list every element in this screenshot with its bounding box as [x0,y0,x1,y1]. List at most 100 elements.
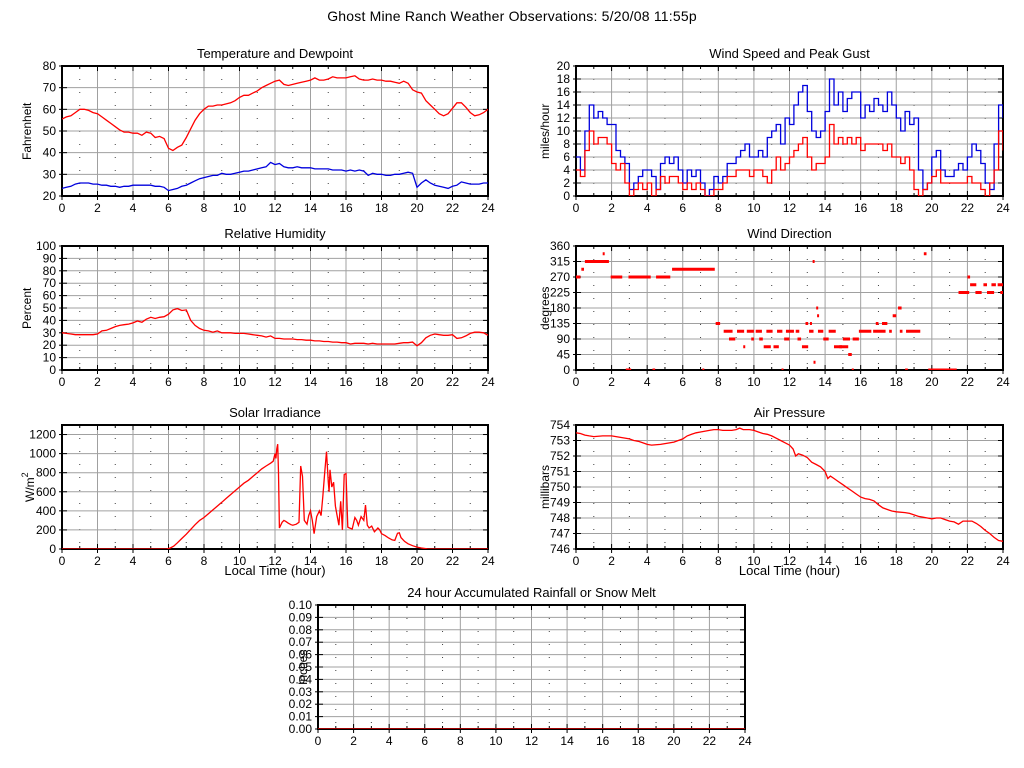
svg-text:14: 14 [304,201,318,215]
svg-text:753: 753 [550,434,570,448]
svg-text:18: 18 [557,72,571,86]
svg-text:8: 8 [201,375,208,389]
svg-text:746: 746 [550,542,570,556]
svg-text:0.03: 0.03 [289,685,313,699]
wind-series [576,78,1003,196]
chart-relative-humidity: Relative Humidity Percent 0 2 4 6 8 10 12 14 16 1… [18,224,514,394]
humidity-axis-ticks [59,245,489,374]
svg-text:90: 90 [43,251,57,265]
svg-text:200: 200 [36,523,56,537]
svg-text:100: 100 [36,239,56,253]
svg-text:0: 0 [573,375,580,389]
svg-text:22: 22 [446,554,460,568]
svg-text:10: 10 [233,201,247,215]
wind-direction-chart-title: Wind Direction [747,226,832,241]
svg-text:0: 0 [59,554,66,568]
svg-text:4: 4 [644,375,651,389]
svg-text:10: 10 [557,124,571,138]
svg-text:16: 16 [854,375,868,389]
svg-text:18: 18 [890,201,904,215]
solar-series [62,443,488,549]
svg-text:135: 135 [550,317,570,331]
svg-text:14: 14 [304,375,318,389]
svg-text:50: 50 [43,301,57,315]
svg-text:20: 20 [410,554,424,568]
pressure-x-axis-label: Local Time (hour) [738,563,841,578]
solar-tick-labels: 0 2 4 6 8 10 12 14 16 18 20 22 240200400600800100012… [29,428,495,568]
svg-text:18: 18 [632,734,646,748]
svg-text:10: 10 [43,351,57,365]
wind-direction-series [576,252,1003,370]
svg-text:748: 748 [550,511,570,525]
svg-text:6: 6 [165,201,172,215]
svg-text:24: 24 [738,734,752,748]
svg-text:18: 18 [890,375,904,389]
pressure-axis-ticks [573,424,1004,553]
svg-text:4: 4 [130,201,137,215]
svg-text:270: 270 [550,270,570,284]
svg-text:30: 30 [43,326,57,340]
svg-text:0: 0 [573,554,580,568]
svg-text:2: 2 [608,375,615,389]
svg-text:22: 22 [961,201,975,215]
solar-grid [62,425,488,549]
pressure-tick-labels: 0 2 4 6 8 10 12 14 16 18 20 22 247467477487497507517… [550,418,1010,568]
svg-text:6: 6 [421,734,428,748]
svg-text:80: 80 [43,59,57,73]
temperature-chart-title: Temperature and Dewpoint [196,46,354,61]
svg-text:12: 12 [783,554,797,568]
svg-text:60: 60 [43,102,57,116]
solar-x-axis-label: Local Time (hour) [224,563,326,578]
svg-text:20: 20 [925,554,939,568]
svg-text:16: 16 [596,734,610,748]
svg-text:70: 70 [43,81,57,95]
svg-text:80: 80 [43,264,57,278]
chart-wind-direction: Wind Direction degrees 0 2 4 6 8 10 12 14 16 18 20… [530,224,1022,394]
humidity-plot-border [61,245,489,371]
svg-text:1000: 1000 [29,447,56,461]
svg-text:315: 315 [550,255,570,269]
svg-text:16: 16 [854,554,868,568]
svg-text:22: 22 [446,375,460,389]
svg-text:10: 10 [233,375,247,389]
svg-text:600: 600 [36,485,56,499]
svg-text:0: 0 [315,734,322,748]
svg-text:2: 2 [350,734,357,748]
chart-rainfall: 24 hour Accumulated Rainfall or Snow Mel… [270,583,766,753]
chart-solar-irradiance: Solar Irradiance W/m2 Local Time (hour) … [18,403,514,583]
svg-text:400: 400 [36,504,56,518]
svg-text:10: 10 [489,734,503,748]
svg-text:16: 16 [557,85,571,99]
svg-text:4: 4 [130,554,137,568]
svg-text:30: 30 [43,167,57,181]
svg-text:2: 2 [94,375,101,389]
svg-text:0.07: 0.07 [289,635,313,649]
svg-text:4: 4 [644,201,651,215]
temperature-grid [62,66,488,196]
peak-gust-series [576,78,1003,196]
svg-text:800: 800 [36,466,56,480]
svg-text:12: 12 [783,375,797,389]
svg-text:0.00: 0.00 [289,722,313,736]
svg-text:22: 22 [961,554,975,568]
svg-text:22: 22 [446,201,460,215]
svg-text:0.09: 0.09 [289,610,313,624]
temperature-series [62,75,488,152]
svg-text:0: 0 [49,542,56,556]
humidity-grid [62,246,488,370]
svg-text:20: 20 [925,375,939,389]
svg-text:24: 24 [996,375,1010,389]
page-title: Ghost Mine Ranch Weather Observations: 5… [327,8,697,24]
svg-text:225: 225 [550,286,570,300]
svg-text:18: 18 [890,554,904,568]
svg-text:40: 40 [43,146,57,160]
svg-text:0: 0 [59,201,66,215]
svg-text:22: 22 [961,375,975,389]
svg-text:180: 180 [550,301,570,315]
svg-text:1200: 1200 [29,428,56,442]
svg-text:24: 24 [481,201,495,215]
svg-text:24: 24 [481,375,495,389]
svg-text:12: 12 [557,111,571,125]
